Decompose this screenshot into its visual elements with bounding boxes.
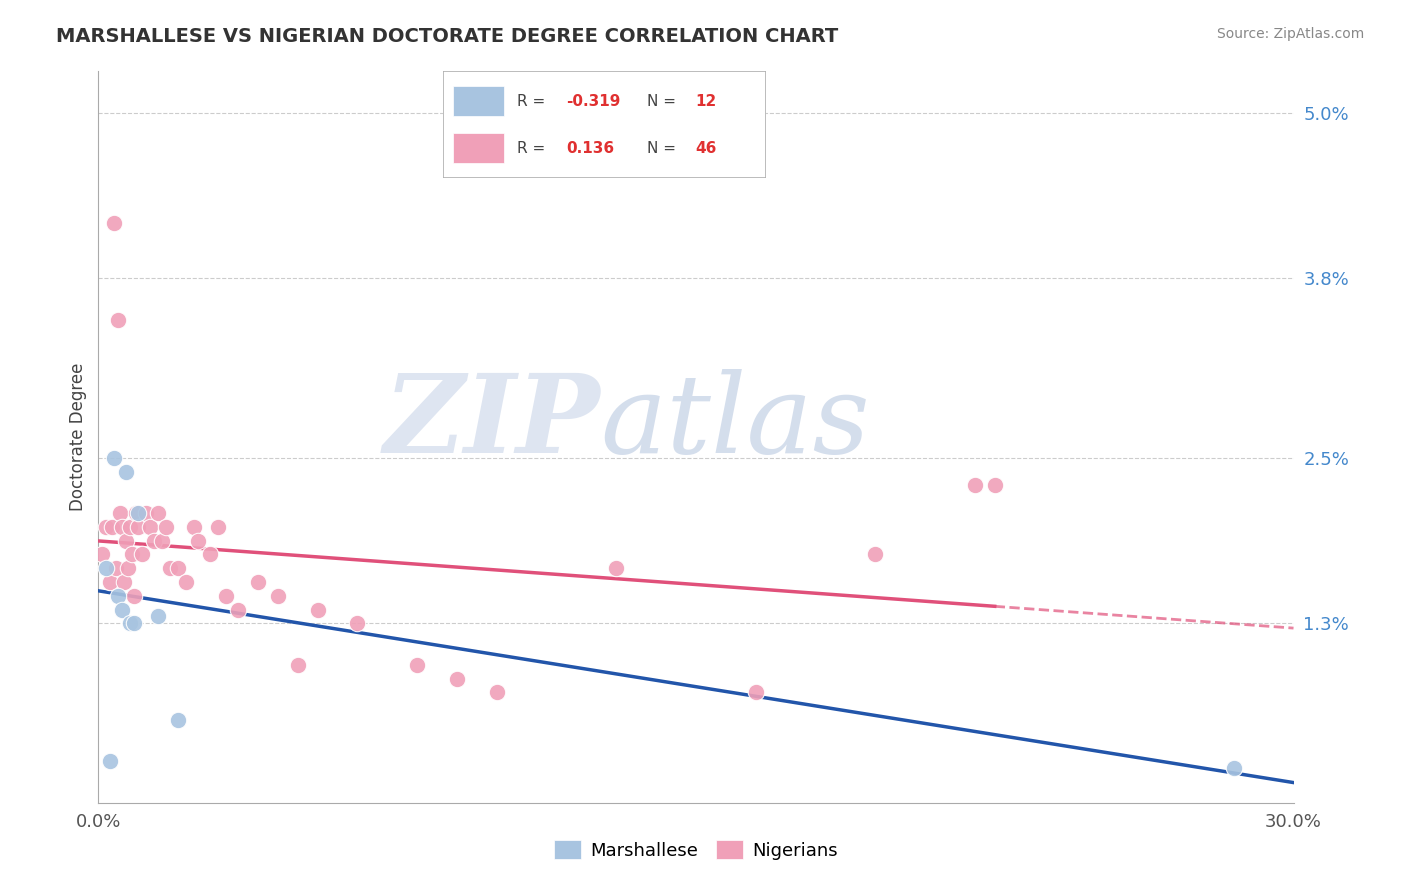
Point (96, 520, 118, 534)
Point (117, 561, 139, 575)
Text: 46: 46 (695, 141, 717, 156)
Point (346, 616, 368, 631)
FancyBboxPatch shape (453, 134, 505, 163)
Point (107, 589, 129, 603)
Text: MARSHALLESE VS NIGERIAN DOCTORATE DEGREE CORRELATION CHART: MARSHALLESE VS NIGERIAN DOCTORATE DEGREE… (56, 27, 838, 45)
Text: Source: ZipAtlas.com: Source: ZipAtlas.com (1216, 27, 1364, 41)
Point (105, 561, 128, 575)
Point (406, 657, 429, 672)
Point (98, 574, 122, 589)
Point (115, 465, 138, 479)
Point (125, 506, 148, 520)
Point (143, 533, 166, 548)
Point (135, 506, 157, 520)
Point (963, 478, 986, 492)
Text: ZIP: ZIP (384, 368, 600, 476)
Point (167, 713, 190, 727)
Point (215, 589, 238, 603)
Point (103, 216, 125, 230)
Point (745, 685, 768, 699)
Point (167, 561, 190, 575)
Text: 0.136: 0.136 (565, 141, 614, 156)
Point (139, 520, 162, 534)
Point (101, 520, 124, 534)
Point (267, 589, 290, 603)
Point (159, 561, 181, 575)
Point (110, 506, 132, 520)
Text: N =: N = (647, 94, 676, 109)
Point (127, 506, 149, 520)
Point (148, 506, 170, 520)
Point (865, 548, 887, 562)
Point (226, 602, 249, 616)
Point (198, 548, 221, 562)
Point (107, 312, 129, 326)
Legend: Marshallese, Nigerians: Marshallese, Nigerians (547, 833, 845, 867)
Point (446, 672, 468, 686)
Point (111, 602, 134, 616)
Point (155, 520, 177, 534)
Point (1223, 761, 1246, 775)
Point (246, 574, 269, 589)
Point (984, 478, 1007, 492)
Text: R =: R = (517, 141, 546, 156)
Point (91, 548, 114, 562)
Point (127, 520, 149, 534)
Point (148, 609, 170, 624)
Point (187, 533, 209, 548)
Point (96, 561, 118, 575)
Point (287, 657, 309, 672)
Point (115, 533, 138, 548)
Point (124, 616, 146, 631)
Point (112, 574, 135, 589)
Y-axis label: Doctorate Degree: Doctorate Degree (69, 363, 87, 511)
Text: N =: N = (647, 141, 676, 156)
Point (111, 520, 134, 534)
Point (124, 589, 146, 603)
Point (485, 685, 508, 699)
FancyBboxPatch shape (443, 71, 766, 178)
Point (183, 520, 205, 534)
Point (121, 548, 143, 562)
Text: 12: 12 (695, 94, 717, 109)
Point (103, 450, 125, 465)
Text: R =: R = (517, 94, 546, 109)
FancyBboxPatch shape (453, 87, 505, 116)
Point (207, 520, 229, 534)
Text: atlas: atlas (600, 368, 870, 476)
Point (174, 574, 197, 589)
Point (150, 533, 173, 548)
Point (605, 561, 627, 575)
Point (307, 602, 329, 616)
Point (120, 616, 142, 631)
Point (131, 548, 153, 562)
Point (98, 755, 122, 769)
Point (120, 520, 142, 534)
Text: -0.319: -0.319 (565, 94, 620, 109)
